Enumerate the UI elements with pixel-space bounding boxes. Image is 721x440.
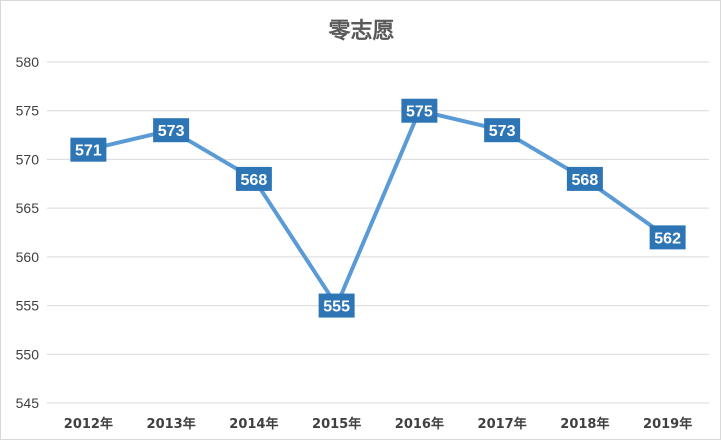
data-label-box: [401, 98, 438, 123]
data-point: 568: [235, 166, 272, 191]
y-tick-label: 560: [16, 249, 40, 265]
x-tick-label: 2019年: [643, 416, 692, 432]
x-tick-label: 2013年: [147, 416, 196, 432]
data-point: 571: [70, 137, 107, 162]
y-tick-label: 545: [16, 395, 40, 411]
data-label-box: [235, 166, 272, 191]
x-tick-label: 2015年: [312, 416, 361, 432]
x-tick-label: 2014年: [229, 416, 278, 432]
y-tick-label: 565: [16, 200, 40, 216]
data-point: 562: [649, 225, 686, 250]
y-tick-label: 550: [16, 346, 40, 362]
data-label: 573: [489, 123, 516, 140]
data-label: 562: [654, 230, 681, 247]
data-label: 555: [323, 299, 350, 316]
y-tick-label: 575: [16, 103, 40, 119]
y-tick-label: 580: [16, 54, 40, 70]
data-label-box: [153, 118, 190, 143]
data-label-box: [566, 166, 603, 191]
x-tick-label: 2016年: [395, 416, 444, 432]
x-tick-label: 2018年: [560, 416, 609, 432]
y-tick-label: 570: [16, 151, 40, 167]
chart-title: 零志愿: [328, 19, 395, 44]
x-tick-label: 2017年: [478, 416, 527, 432]
data-label: 573: [158, 123, 185, 140]
data-label-box: [484, 118, 521, 143]
data-label-box: [70, 137, 107, 162]
data-label: 575: [406, 104, 433, 121]
y-tick-label: 555: [16, 298, 40, 314]
data-point: 573: [153, 118, 190, 143]
data-point: 568: [566, 166, 603, 191]
data-point: 575: [401, 98, 438, 123]
data-label: 568: [241, 172, 268, 189]
data-label: 571: [75, 143, 102, 160]
data-label-box: [649, 225, 686, 250]
data-label: 568: [572, 172, 599, 189]
data-label-box: [318, 293, 355, 318]
data-point: 555: [318, 293, 355, 318]
x-tick-label: 2012年: [64, 416, 113, 432]
data-point: 573: [484, 118, 521, 143]
